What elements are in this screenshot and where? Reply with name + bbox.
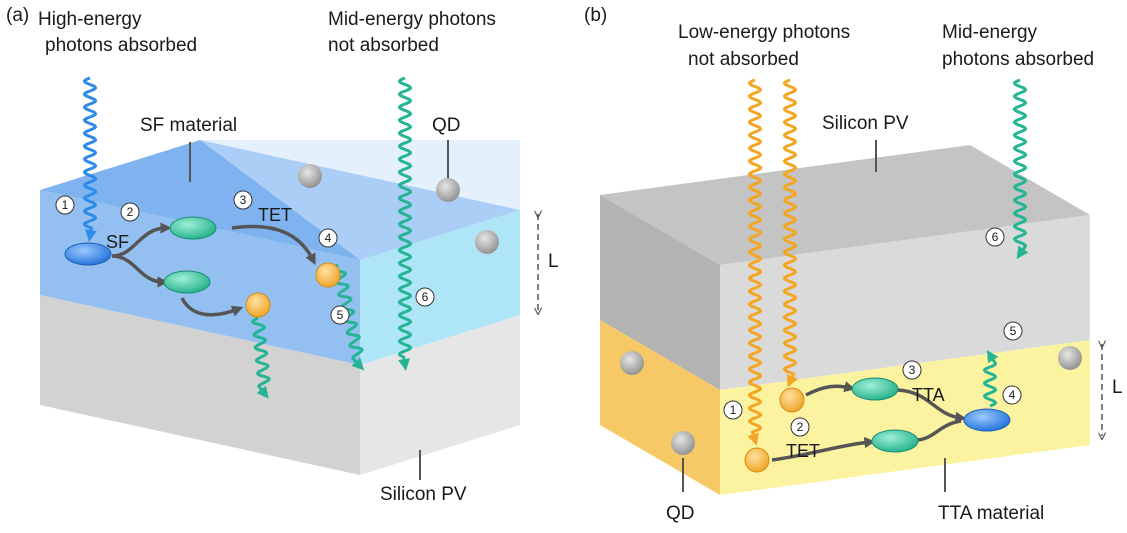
step-marker: 2 — [121, 203, 139, 221]
photon-label: High-energy — [38, 9, 142, 30]
quantum-dot — [475, 230, 499, 254]
quantum-dot-excited — [745, 448, 769, 472]
step-number: 6 — [422, 290, 429, 304]
step-number: 3 — [240, 193, 247, 207]
panel-label: (b) — [584, 5, 607, 26]
step-number: 2 — [127, 205, 134, 219]
step-number: 4 — [325, 231, 332, 245]
panel-label: (a) — [6, 5, 29, 26]
step-marker: 4 — [319, 229, 337, 247]
triplet — [852, 378, 898, 400]
quantum-dot — [298, 164, 322, 188]
step-marker: 5 — [331, 306, 349, 324]
process-label: TTA — [912, 385, 945, 405]
singlet — [65, 243, 111, 265]
material-label: TTA material — [938, 503, 1044, 524]
qd-label: QD — [666, 503, 695, 524]
step-number: 1 — [62, 198, 69, 212]
step-marker: 3 — [234, 191, 252, 209]
photon-label: not absorbed — [328, 35, 439, 56]
step-marker: 5 — [1004, 322, 1022, 340]
quantum-dot — [1058, 346, 1082, 370]
figure: (a) High-energy photons absorbed Mid-ene… — [0, 0, 1127, 533]
substrate-label: Silicon PV — [822, 113, 909, 134]
quantum-dot — [620, 351, 644, 375]
step-number: 4 — [1009, 388, 1016, 402]
singlet — [964, 409, 1010, 431]
process-label: SF — [106, 232, 129, 252]
process-label: TET — [786, 441, 820, 461]
triplet — [164, 271, 210, 293]
step-marker: 1 — [724, 401, 742, 419]
process-label: TET — [258, 205, 292, 225]
step-number: 5 — [1010, 324, 1017, 338]
step-number: 1 — [730, 403, 737, 417]
step-marker: 1 — [56, 196, 74, 214]
quantum-dot-excited — [246, 293, 270, 317]
substrate-label: Silicon PV — [380, 484, 467, 505]
photon-label: Low-energy photons — [678, 22, 850, 43]
step-number: 5 — [337, 308, 344, 322]
step-marker: 4 — [1003, 386, 1021, 404]
step-marker: 6 — [986, 228, 1004, 246]
thickness-label: L — [548, 251, 559, 272]
photon-label: Mid-energy — [942, 22, 1038, 43]
quantum-dot-excited — [780, 388, 804, 412]
step-marker: 6 — [416, 288, 434, 306]
photon-label: not absorbed — [688, 49, 799, 70]
photon-label: photons absorbed — [942, 49, 1094, 70]
step-marker: 3 — [903, 361, 921, 379]
thickness-label: L — [1112, 377, 1123, 398]
quantum-dot — [436, 178, 460, 202]
triplet — [170, 217, 216, 239]
quantum-dot — [671, 431, 695, 455]
step-number: 6 — [992, 230, 999, 244]
quantum-dot-excited — [316, 263, 340, 287]
qd-label: QD — [432, 115, 461, 136]
step-number: 2 — [797, 420, 804, 434]
material-label: SF material — [140, 115, 237, 136]
triplet — [872, 430, 918, 452]
step-marker: 2 — [791, 418, 809, 436]
step-number: 3 — [909, 363, 916, 377]
photon-label: photons absorbed — [45, 35, 197, 56]
photon-label: Mid-energy photons — [328, 9, 496, 30]
